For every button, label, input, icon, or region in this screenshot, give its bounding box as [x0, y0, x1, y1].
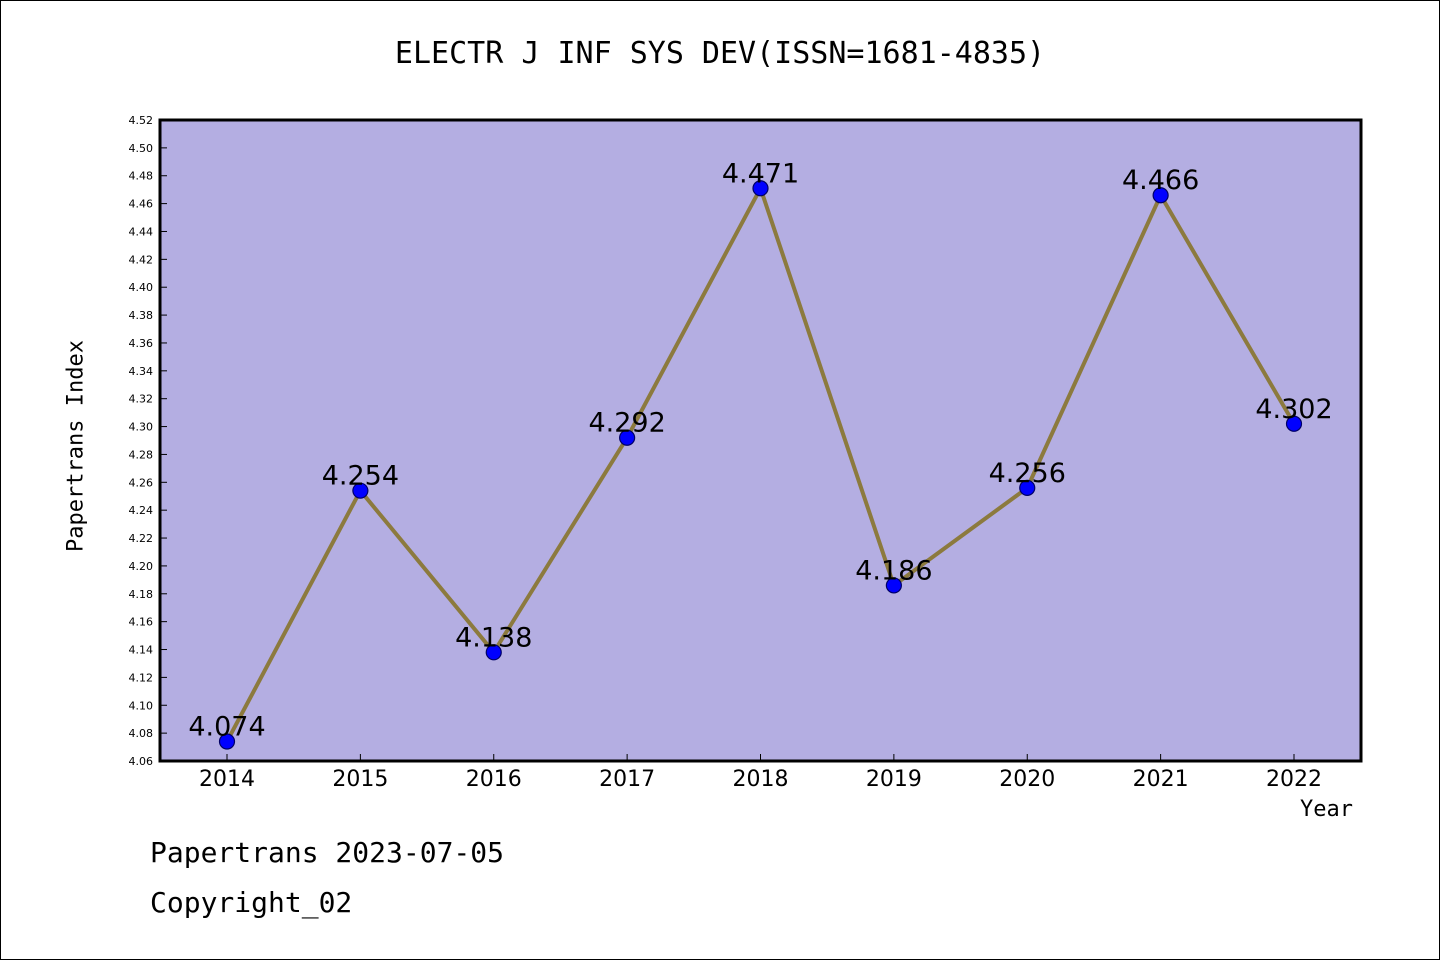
data-point-2017	[619, 429, 636, 446]
y-tick-label: 4.16	[129, 616, 154, 629]
x-tick-label: 2018	[733, 767, 789, 792]
y-tick-label: 4.42	[129, 253, 154, 266]
y-tick-label: 4.30	[129, 421, 154, 434]
x-tick-label: 2019	[866, 767, 922, 792]
data-label: 4.138	[455, 622, 532, 653]
y-tick-label: 4.26	[129, 476, 154, 489]
data-label: 4.471	[722, 158, 799, 189]
data-label: 4.186	[855, 555, 932, 586]
y-tick-label: 4.14	[129, 644, 154, 657]
data-point-2022	[1285, 415, 1303, 432]
y-tick-label: 4.18	[129, 588, 154, 601]
data-point-2019	[885, 577, 902, 594]
y-tick-label: 4.52	[129, 114, 154, 127]
y-tick-label: 4.44	[129, 225, 154, 238]
data-point-2016	[485, 644, 502, 661]
data-point-2021	[1152, 187, 1169, 204]
data-label: 4.302	[1255, 394, 1332, 425]
data-label: 4.292	[588, 408, 665, 439]
x-tick-label: 2021	[1133, 767, 1189, 792]
y-tick-label: 4.06	[129, 755, 154, 768]
y-axis: 4.06 4.08 4.10 4.12 4.14 4.16 4.18 4.20 4.22 4.24…	[129, 114, 167, 768]
x-tick-label: 2014	[199, 767, 255, 792]
y-tick-label: 4.32	[129, 393, 154, 406]
y-tick-label: 4.38	[129, 309, 154, 322]
x-tick-label: 2017	[599, 767, 655, 792]
y-tick-label: 4.50	[129, 142, 154, 155]
y-tick-label: 4.12	[129, 671, 154, 684]
x-axis-label: Year	[1300, 797, 1353, 822]
data-label: 4.254	[322, 461, 399, 492]
data-label: 4.074	[188, 711, 265, 742]
data-label: 4.256	[989, 458, 1066, 489]
y-tick-label: 4.36	[129, 337, 154, 350]
y-tick-label: 4.08	[129, 727, 154, 740]
data-point-2018	[752, 180, 769, 197]
y-tick-label: 4.40	[129, 281, 154, 294]
data-points	[218, 180, 1303, 750]
data-point-2020	[1019, 479, 1036, 496]
x-tick-label: 2020	[999, 767, 1055, 792]
x-tick-label: 2016	[466, 767, 522, 792]
y-tick-label: 4.34	[129, 365, 154, 378]
x-axis: 2014 2015 2016 2017 2018 2019 2020 2021 2022	[199, 754, 1322, 792]
plot-area	[160, 120, 1361, 761]
x-tick-label: 2022	[1266, 767, 1322, 792]
chart-title: ELECTR J INF SYS DEV(ISSN=1681-4835)	[394, 36, 1046, 71]
y-tick-label: 4.10	[129, 699, 154, 712]
y-tick-label: 4.46	[129, 198, 154, 211]
x-tick-label: 2015	[332, 767, 388, 792]
data-point-2015	[352, 482, 369, 499]
footer-date: Papertrans 2023-07-05	[150, 836, 505, 869]
plot-border	[158, 118, 1363, 763]
y-tick-label: 4.20	[129, 560, 154, 573]
y-tick-label: 4.28	[129, 448, 154, 461]
y-tick-label: 4.24	[129, 504, 154, 517]
data-label: 4.466	[1122, 165, 1199, 196]
footer-copyright: Copyright_02	[150, 886, 353, 919]
y-tick-label: 4.22	[129, 532, 154, 545]
data-point-2014	[218, 733, 236, 750]
y-tick-label: 4.48	[129, 170, 154, 183]
data-labels: 4.074 4.254 4.138 4.292 4.471 4.186 4.256 4.466…	[188, 158, 1332, 742]
